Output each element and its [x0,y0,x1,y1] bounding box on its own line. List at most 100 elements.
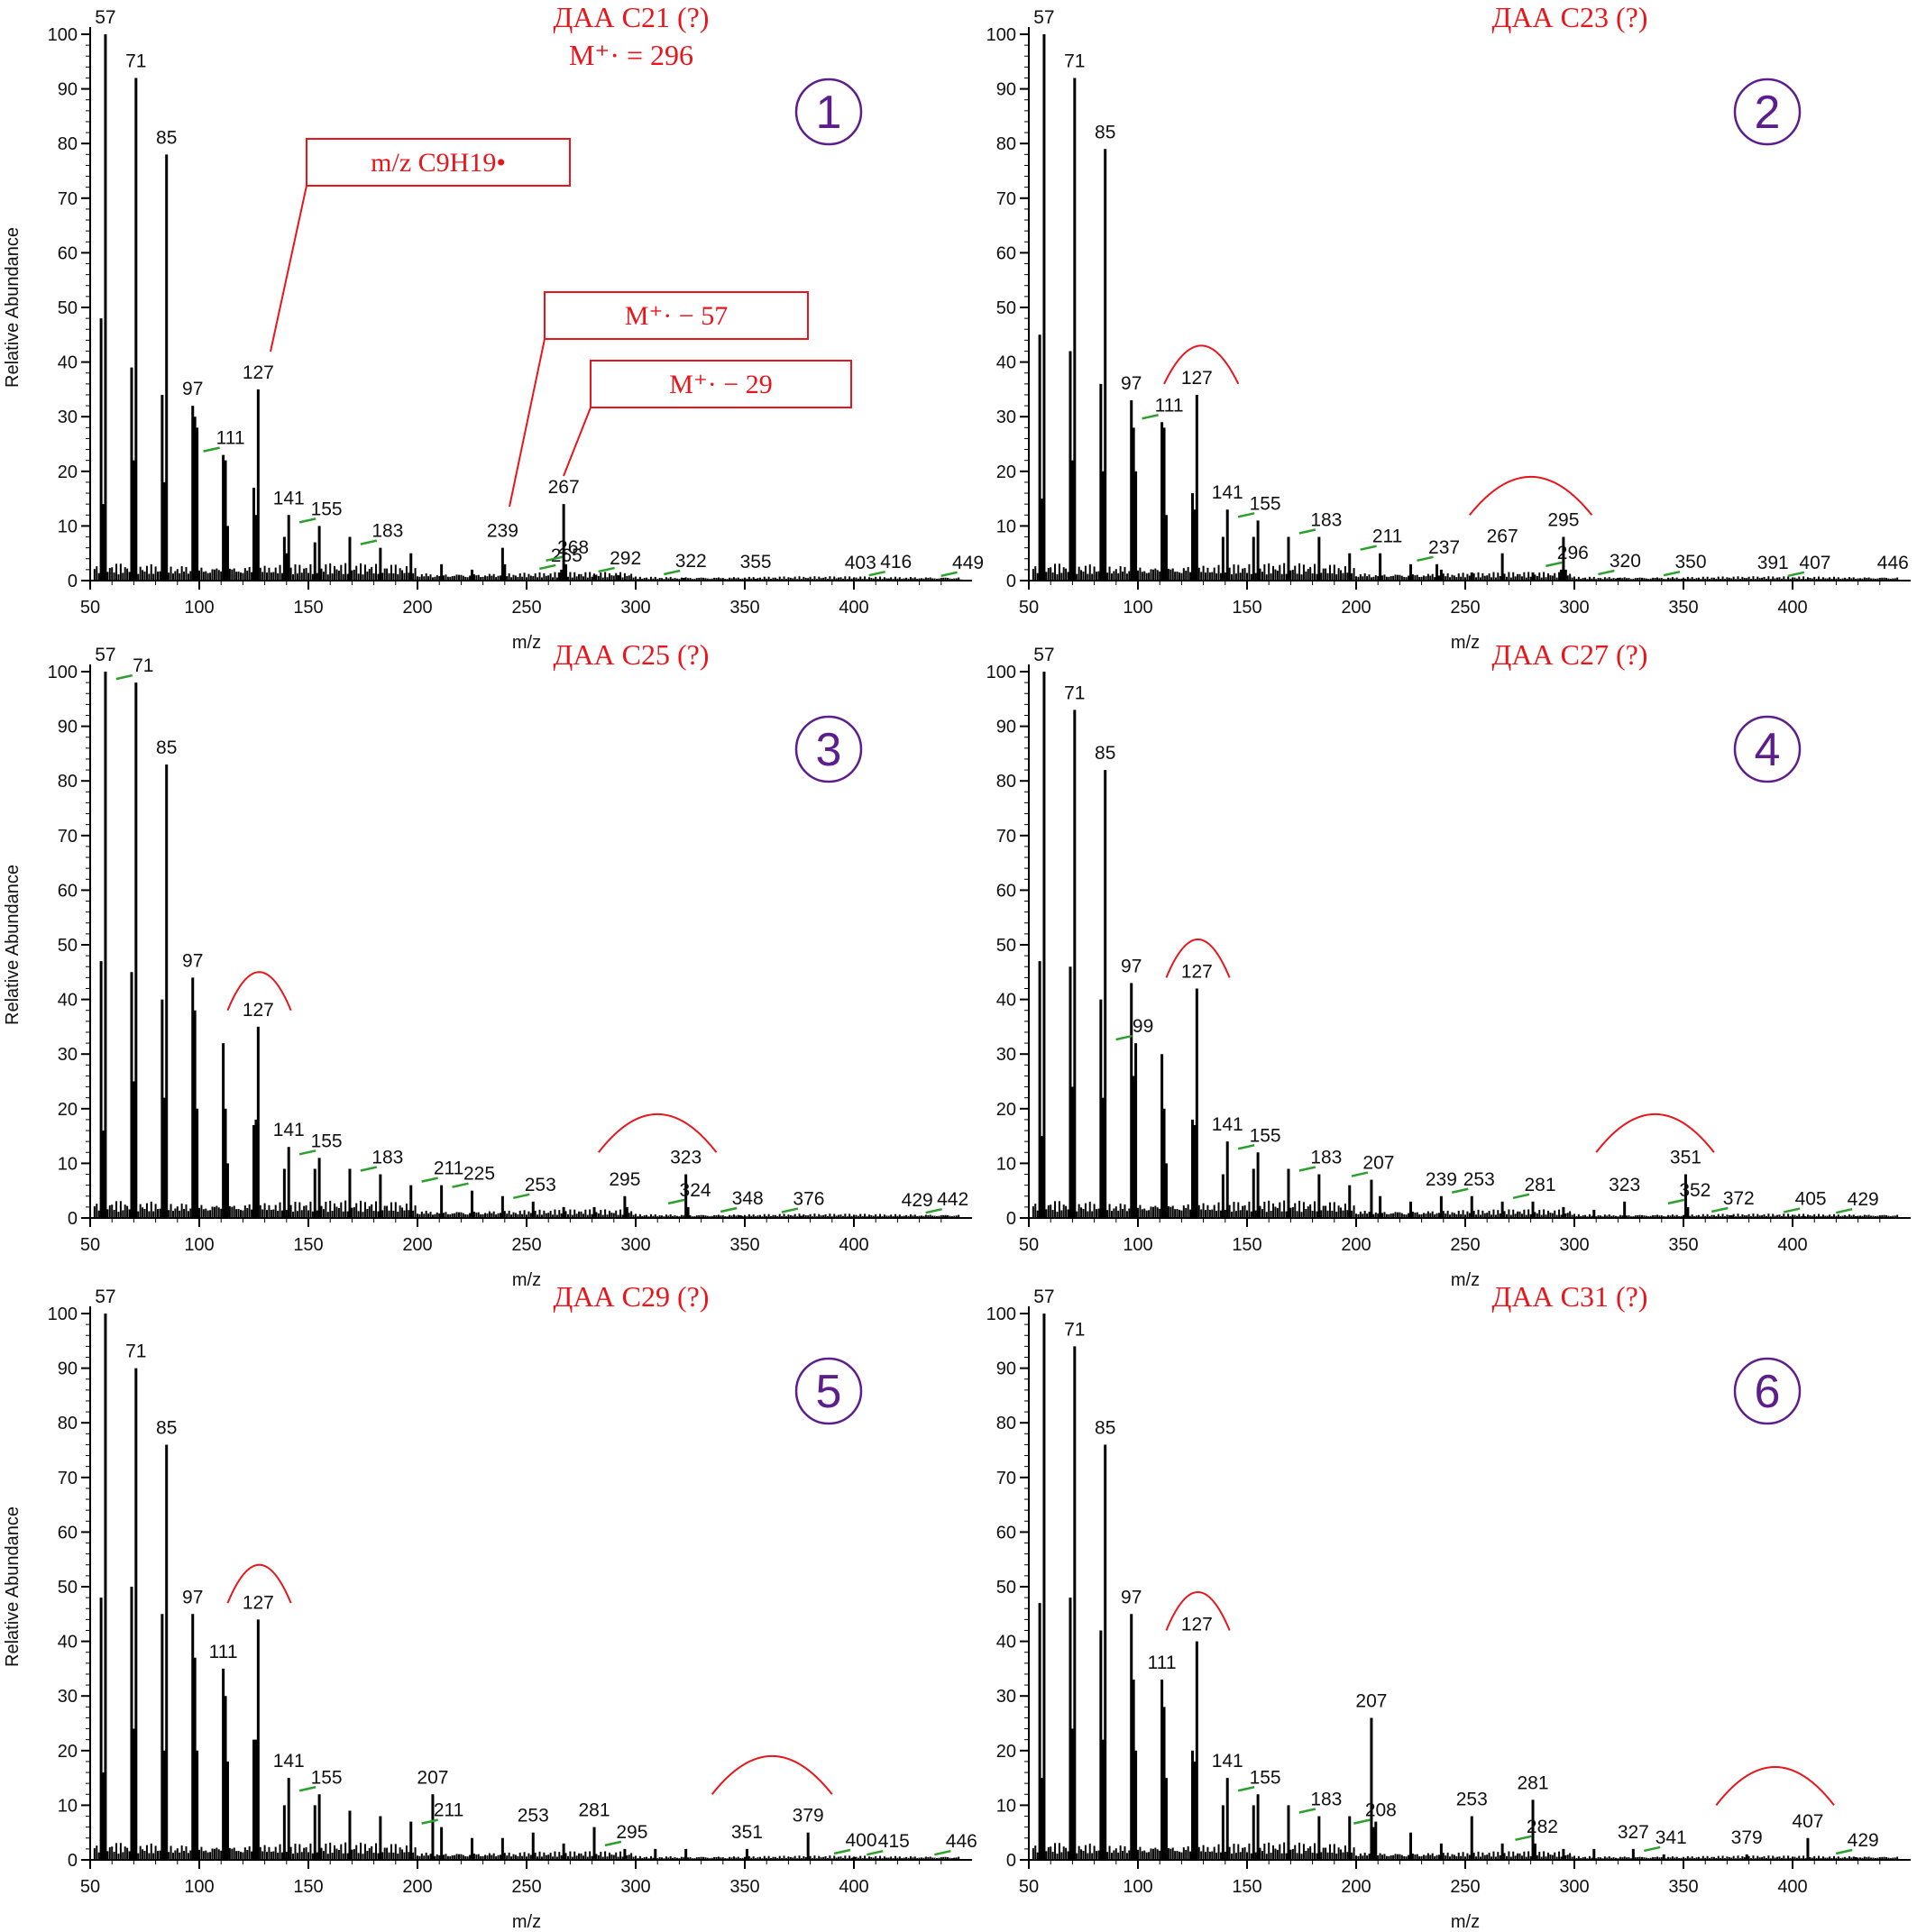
x-tick-label: 150 [293,1877,323,1897]
peak-marker [720,1206,738,1213]
x-tick-label: 200 [1341,1235,1371,1255]
y-tick-label: 10 [58,1796,78,1816]
y-tick-label: 100 [986,1305,1016,1324]
compound-subtitle: M⁺· = 296 [569,39,693,71]
peak-label: 111 [1155,395,1184,416]
peak-label: 71 [125,50,146,71]
x-tick-label: 400 [1777,598,1807,618]
y-tick-label: 70 [58,827,78,847]
y-tick-label: 90 [58,718,78,737]
peak-label: 295 [1547,510,1579,531]
peak-marker [1298,1808,1316,1814]
peak-label: 85 [156,737,177,758]
peak-marker [1835,1207,1853,1214]
y-tick-label: 0 [1006,572,1016,591]
y-tick-label: 60 [58,881,78,901]
x-tick-label: 50 [80,1235,100,1255]
annotation-text: m/z C9H19• [371,148,506,178]
peak-label: 85 [1095,1417,1115,1438]
y-tick-label: 80 [58,1414,78,1433]
x-tick-label: 250 [511,1877,541,1897]
x-tick-label: 200 [402,1235,432,1255]
peak-marker [867,1849,884,1856]
peak-label: 211 [1372,526,1402,547]
peak-label: 449 [952,553,984,573]
peak-label: 57 [95,645,115,665]
panel-number: 5 [816,1366,842,1418]
y-tick-label: 0 [68,1851,78,1871]
x-tick-label: 300 [1559,598,1589,618]
x-tick-label: 200 [1341,1877,1371,1897]
peak-label: 211 [434,1800,463,1821]
peak-label: 207 [417,1767,448,1788]
y-tick-label: 70 [996,827,1016,847]
peak-label: 183 [371,1148,403,1168]
peak-label: 403 [845,553,876,573]
x-axis-title: m/z [512,1270,541,1290]
peak-label: 183 [371,521,403,542]
y-tick-label: 100 [986,663,1016,682]
peak-label: 155 [311,1131,343,1151]
y-tick-label: 50 [58,936,78,956]
x-tick-label: 350 [1668,598,1698,618]
peak-label: 155 [1250,493,1281,514]
peak-marker [598,566,615,573]
peak-marker [421,1177,438,1183]
panel-number: 3 [816,724,842,776]
peak-label: 85 [156,127,177,148]
peak-label: 429 [1848,1830,1879,1851]
x-axis-title: m/z [512,633,541,653]
fragment-arc [1165,1591,1231,1631]
y-tick-label: 40 [996,353,1016,373]
y-tick-label: 70 [58,189,78,209]
spectrum-panel-1: 0 10 20 30 40 50 60 70 80 90 100 50 100 150 200 250 300 3… [3,1,984,653]
compound-title: ДАА С29 (?) [554,1280,710,1313]
y-tick-label: 0 [68,572,78,591]
peak-label: 265 [551,545,582,566]
x-tick-label: 200 [402,598,432,618]
peak-label: 155 [1250,1125,1281,1146]
peak-marker [539,563,556,571]
peak-label: 85 [1095,122,1115,142]
peak-label: 141 [1212,482,1243,503]
fragment-arc [1165,939,1231,978]
y-tick-label: 10 [996,1154,1016,1174]
x-tick-label: 400 [839,1235,868,1255]
peak-label: 71 [1064,1319,1085,1340]
y-tick-label: 50 [996,1578,1016,1598]
y-tick-label: 30 [996,1687,1016,1707]
peak-marker [667,1198,685,1205]
x-tick-label: 150 [293,598,323,618]
y-tick-label: 40 [996,1633,1016,1653]
y-tick-label: 0 [68,1209,78,1229]
y-tick-label: 80 [996,772,1016,792]
compound-title: ДАА С21 (?) [554,1,710,33]
peak-marker [1787,571,1805,578]
x-tick-label: 100 [1123,1877,1152,1897]
peak-label: 407 [1799,553,1830,573]
y-tick-label: 50 [58,1578,78,1598]
peak-marker [1351,1171,1369,1177]
peak-label: 211 [434,1158,463,1179]
peak-label: 341 [1656,1827,1687,1848]
peak-marker [1711,1206,1729,1213]
peak-marker [663,569,681,576]
peak-label: 57 [1033,1286,1054,1307]
y-tick-label: 30 [58,1687,78,1707]
y-tick-label: 90 [58,80,78,100]
x-tick-label: 250 [511,598,541,618]
y-tick-label: 50 [996,936,1016,956]
peak-marker [421,1818,438,1825]
panel-number-circle [1733,78,1802,146]
x-tick-label: 100 [184,598,214,618]
fragment-arc [226,1564,292,1604]
peak-marker [298,517,316,524]
peak-label: 97 [1121,1587,1142,1607]
peak-label: 127 [1181,368,1213,389]
x-tick-label: 150 [1232,1877,1261,1897]
y-tick-label: 20 [58,1742,78,1762]
compound-title: ДАА С27 (?) [1492,638,1648,671]
peak-label: 407 [1792,1811,1823,1832]
peak-label: 324 [680,1180,711,1201]
peak-label: 127 [1181,1615,1213,1635]
